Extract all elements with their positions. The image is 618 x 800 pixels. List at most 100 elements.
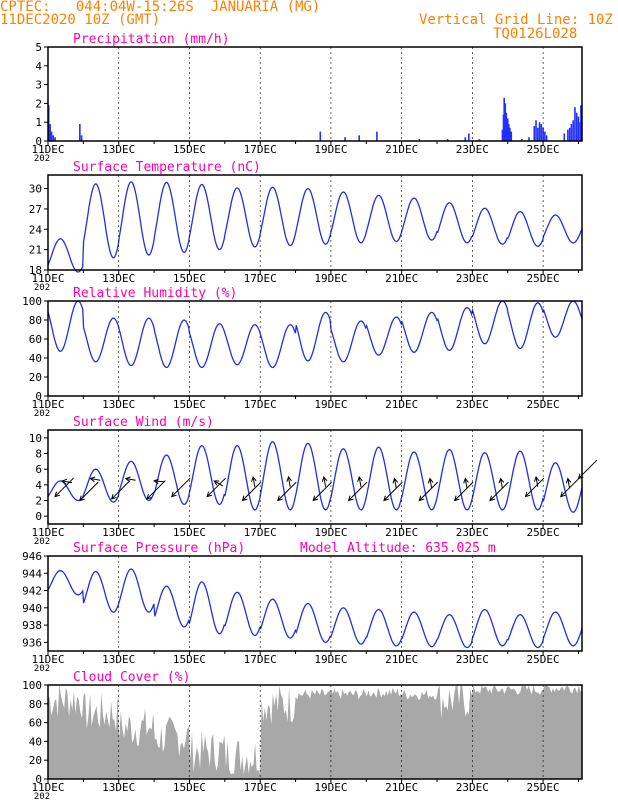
wind-arrow-head: [124, 476, 131, 483]
wind-arrow-head: [79, 495, 85, 502]
panel-3-series-line: [47, 300, 583, 369]
precip-bar: [544, 131, 546, 141]
wind-arrow: [287, 476, 291, 487]
precip-bar: [538, 122, 541, 141]
wind-arrow: [146, 480, 166, 500]
x-tick-label: 19DEC: [314, 398, 347, 411]
x-tick-label: 15DEC: [173, 653, 206, 666]
x-year-label: 202: [34, 792, 50, 800]
x-tick-label: 19DEC: [314, 653, 347, 666]
x-year-label: 202: [34, 283, 50, 293]
y-tick-label: 20: [29, 754, 42, 767]
precip-bar: [567, 129, 569, 141]
precip-bar: [49, 124, 51, 141]
precip-bar: [545, 135, 548, 141]
wind-arrow: [312, 481, 332, 501]
panel-5-frame: [47, 555, 583, 652]
precip-bar: [540, 124, 543, 141]
y-tick-label: 20: [29, 371, 42, 384]
y-tick-label: 60: [29, 717, 42, 730]
x-tick-label: 11DEC: [31, 398, 64, 411]
panel-1-frame: [47, 46, 583, 142]
x-tick-label: 21DEC: [385, 143, 418, 156]
wind-arrow: [567, 478, 571, 489]
date-title: 11DEC2020 10Z (GMT): [0, 12, 161, 28]
y-tick-label: 2: [35, 495, 42, 508]
precip-bar: [79, 124, 81, 141]
x-tick-label: 23DEC: [456, 398, 489, 411]
x-tick-label: 23DEC: [456, 781, 489, 794]
panel-4-series-line: [47, 441, 583, 513]
y-tick-label: 40: [29, 735, 42, 748]
precip-bar: [510, 131, 513, 141]
x-tick-label: 13DEC: [102, 653, 135, 666]
precip-bar: [572, 120, 574, 141]
precip-bar: [528, 137, 530, 141]
wind-arrow: [252, 476, 256, 487]
y-tick-label: 944: [22, 567, 42, 580]
x-tick-label: 11DEC: [31, 272, 64, 285]
precip-bar: [506, 118, 509, 141]
precip-bar: [80, 135, 83, 141]
wind-arrow: [383, 481, 403, 501]
wind-arrow-head: [146, 493, 152, 500]
precip-bar: [344, 137, 346, 141]
wind-arrow-head: [565, 477, 572, 484]
x-tick-label: 21DEC: [385, 781, 418, 794]
precip-bar: [446, 139, 449, 141]
precip-bar: [50, 131, 53, 141]
x-tick-label: 11DEC: [31, 653, 64, 666]
y-tick-label: 0: [35, 390, 42, 403]
x-tick-label: 17DEC: [244, 653, 277, 666]
wind-arrow-head: [427, 477, 434, 484]
y-tick-label: 0: [35, 135, 42, 148]
wind-arrow-head: [321, 475, 328, 482]
panel-5-title: Surface Pressure (hPa): [73, 541, 245, 556]
header: CPTEC: 044:04W-15:26S JANUARIA (MG) 11DE…: [0, 0, 618, 48]
y-tick-label: 3: [35, 79, 42, 92]
wind-arrow-head: [277, 495, 283, 502]
y-tick-label: 4: [35, 60, 42, 73]
x-tick-label: 25DEC: [527, 526, 560, 539]
panel-5-annotation: Model Altitude: 635.025 m: [300, 541, 496, 556]
wind-arrow-head: [392, 477, 399, 484]
x-year-label: 202: [34, 154, 50, 164]
y-tick-label: 0: [35, 773, 42, 786]
y-tick-label: 940: [22, 602, 42, 615]
precip-bar: [478, 139, 481, 141]
x-tick-label: 23DEC: [456, 653, 489, 666]
y-tick-label: 8: [35, 448, 42, 461]
y-tick-label: 80: [29, 698, 42, 711]
wind-arrow: [242, 481, 262, 501]
y-tick-label: 18: [29, 264, 42, 277]
wind-arrow: [79, 481, 99, 501]
x-tick-label: 15DEC: [173, 526, 206, 539]
wind-arrow: [535, 476, 539, 487]
x-tick-label: 17DEC: [244, 781, 277, 794]
x-tick-label: 25DEC: [527, 398, 560, 411]
wind-arrow-head: [286, 475, 292, 482]
wind-arrow: [525, 477, 545, 497]
wind-arrow-head: [251, 475, 257, 482]
precip-bar: [568, 127, 571, 141]
wind-arrow-head: [206, 491, 213, 498]
wind-arrow-head: [153, 478, 159, 485]
y-tick-label: 10: [29, 432, 42, 445]
y-tick-label: 40: [29, 352, 42, 365]
location-title: CPTEC: 044:04W-15:26S JANUARIA (MG): [0, 0, 321, 15]
wind-arrow-head: [312, 495, 319, 502]
x-tick-label: 17DEC: [244, 143, 277, 156]
precip-bar: [574, 107, 576, 141]
panel-3-title: Relative Humidity (%): [73, 286, 237, 301]
x-tick-label: 23DEC: [456, 526, 489, 539]
x-tick-label: 11DEC: [31, 143, 64, 156]
wind-arrow-head: [560, 491, 566, 498]
x-year-label: 202: [34, 664, 50, 674]
model-id: TQ0126L028: [493, 26, 578, 42]
wind-arrow: [358, 476, 362, 487]
x-year-label: 202: [34, 537, 50, 547]
y-tick-label: 60: [29, 333, 42, 346]
wind-arrow: [277, 481, 297, 501]
wind-arrow-head: [383, 495, 389, 502]
